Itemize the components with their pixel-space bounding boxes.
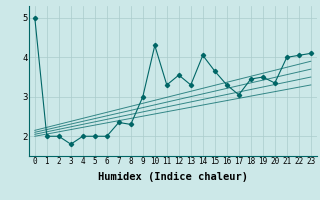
X-axis label: Humidex (Indice chaleur): Humidex (Indice chaleur) (98, 172, 248, 182)
